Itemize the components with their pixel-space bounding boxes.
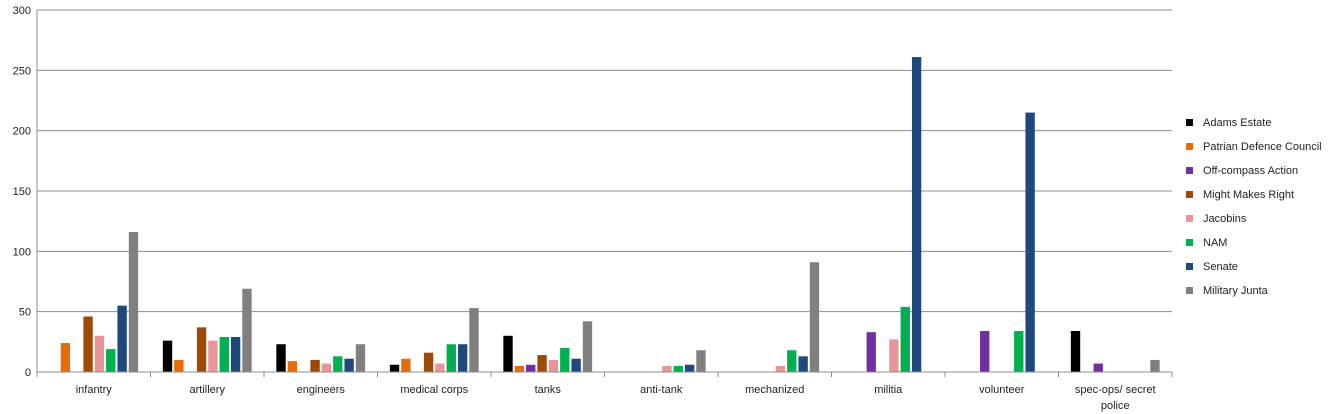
y-tick-label: 0 xyxy=(25,367,31,379)
y-tick-label: 200 xyxy=(13,126,31,138)
bar xyxy=(162,340,173,372)
bar xyxy=(94,335,105,372)
category-label: mechanized xyxy=(745,384,804,396)
legend-label: Patrian Defence Council xyxy=(1203,141,1322,153)
legend-swatch xyxy=(1186,239,1193,246)
y-tick-label: 250 xyxy=(13,65,31,77)
category-label: engineers xyxy=(297,384,346,396)
bar xyxy=(684,364,695,372)
y-axis-ticks: 0 50 100 150 200 250 300 xyxy=(13,5,31,379)
bar xyxy=(423,352,434,372)
legend-swatch xyxy=(1186,263,1193,270)
bar xyxy=(560,347,570,372)
bar xyxy=(355,344,366,372)
category-label: infantry xyxy=(76,384,113,396)
bar xyxy=(911,57,922,373)
bar xyxy=(889,339,899,372)
axes xyxy=(36,10,1173,377)
bar xyxy=(117,305,127,372)
bar xyxy=(333,356,343,372)
bar xyxy=(548,359,559,372)
bar xyxy=(696,350,706,372)
legend-swatch xyxy=(1186,287,1193,294)
bar xyxy=(1014,330,1024,372)
legend: Adams Estate Patrian Defence Council Off-c… xyxy=(1186,117,1322,297)
category-label: artillery xyxy=(190,384,226,396)
bar xyxy=(401,358,411,372)
legend-swatch xyxy=(1186,143,1193,150)
bar xyxy=(287,361,298,372)
bar xyxy=(230,337,241,372)
y-tick-label: 100 xyxy=(13,246,31,258)
category-label: volunteer xyxy=(979,384,1025,396)
legend-label: Off-compass Action xyxy=(1203,165,1298,177)
bar xyxy=(446,344,456,372)
bar xyxy=(526,364,536,372)
bar xyxy=(775,365,786,372)
category-label: tanks xyxy=(535,384,562,396)
bar xyxy=(866,332,876,372)
bar xyxy=(321,363,332,372)
legend-swatch xyxy=(1186,167,1193,174)
bar xyxy=(514,365,525,372)
legend-label: Senate xyxy=(1203,261,1238,273)
category-label: militia xyxy=(874,384,903,396)
bar xyxy=(571,358,581,372)
bar xyxy=(276,344,286,372)
bar xyxy=(83,316,93,372)
bar xyxy=(196,327,207,372)
bar xyxy=(537,355,547,372)
bar xyxy=(174,359,184,372)
category-label: medical corps xyxy=(400,384,468,396)
bar xyxy=(128,232,139,372)
bar xyxy=(208,340,218,372)
legend-label: NAM xyxy=(1203,237,1227,249)
legend-label: Jacobins xyxy=(1203,213,1247,225)
bar xyxy=(60,343,71,372)
legend-label: Adams Estate xyxy=(1203,117,1271,129)
bar xyxy=(798,356,808,372)
y-tick-label: 150 xyxy=(13,186,31,198)
bar xyxy=(469,308,479,372)
bar xyxy=(344,358,354,372)
bar xyxy=(1070,330,1081,372)
legend-swatch xyxy=(1186,191,1193,198)
bar xyxy=(435,363,445,372)
bar xyxy=(310,359,320,372)
bar xyxy=(457,344,468,372)
bar xyxy=(582,321,593,372)
bar xyxy=(1150,359,1160,372)
legend-swatch xyxy=(1186,119,1193,126)
legend-swatch xyxy=(1186,215,1193,222)
bar xyxy=(673,365,683,372)
bar xyxy=(219,337,229,372)
bar xyxy=(389,364,400,372)
bar xyxy=(1093,363,1103,372)
bar xyxy=(787,350,797,372)
y-tick-label: 300 xyxy=(13,5,31,17)
bar xyxy=(242,288,252,372)
category-label: anti-tank xyxy=(640,384,683,396)
bar xyxy=(900,306,910,372)
gridlines xyxy=(37,9,1172,313)
y-tick-label: 50 xyxy=(19,307,31,319)
x-axis-categories: infantry artillery engineers medical corps t… xyxy=(76,384,1156,412)
bar xyxy=(809,262,820,372)
category-label: spec-ops/ secret police xyxy=(1075,384,1156,412)
bars xyxy=(60,57,1160,373)
bar xyxy=(1025,112,1035,373)
bar xyxy=(662,365,672,372)
legend-label: Might Makes Right xyxy=(1203,189,1294,201)
bar xyxy=(980,330,990,372)
legend-label: Military Junta xyxy=(1203,285,1269,297)
bar xyxy=(503,335,513,372)
bar xyxy=(106,349,116,372)
